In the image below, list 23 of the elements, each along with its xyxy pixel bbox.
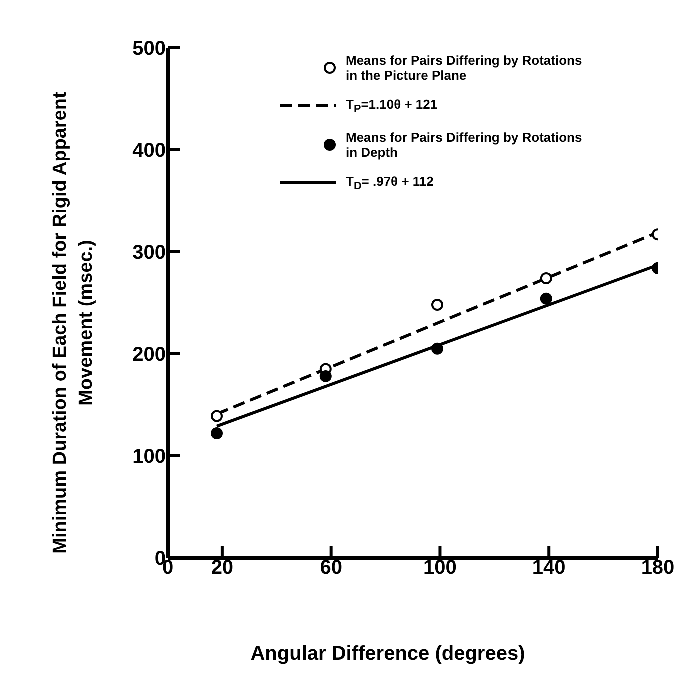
- y-axis-title: Minimum Duration of Each Field for Rigid Apparent Movement (msec.): [50, 92, 97, 554]
- point: [432, 342, 444, 355]
- legend-label: T$_{D}$= .97θ + 112: [346, 174, 434, 192]
- x-tick-label: 140: [532, 557, 566, 580]
- legend-label: Means for Pairs Differing by Rotations in Depth: [346, 130, 582, 160]
- y-tick-label: 500: [132, 38, 166, 60]
- point: [540, 292, 552, 305]
- point: [211, 428, 223, 440]
- x-tick-label: 60: [320, 557, 342, 580]
- y-tick-label: 400: [132, 140, 166, 162]
- x-axis-title: Angular Difference (degrees): [250, 643, 526, 665]
- x-tick-label: 20: [211, 557, 234, 580]
- x-tick-label: 100: [424, 557, 457, 580]
- point: [320, 370, 332, 382]
- point: [540, 272, 552, 285]
- x-tick-label: 180: [641, 557, 675, 580]
- legend-label: Means for Pairs Differing by Rotations in the Picture Plane: [346, 53, 582, 83]
- y-tick-label: 200: [132, 344, 166, 366]
- y-tick-label: 100: [132, 446, 166, 468]
- point: [432, 299, 444, 312]
- y-tick-label: 300: [132, 242, 166, 264]
- legend-label: T$_{P}$=1.10θ + 121: [346, 97, 438, 116]
- point: [211, 410, 223, 422]
